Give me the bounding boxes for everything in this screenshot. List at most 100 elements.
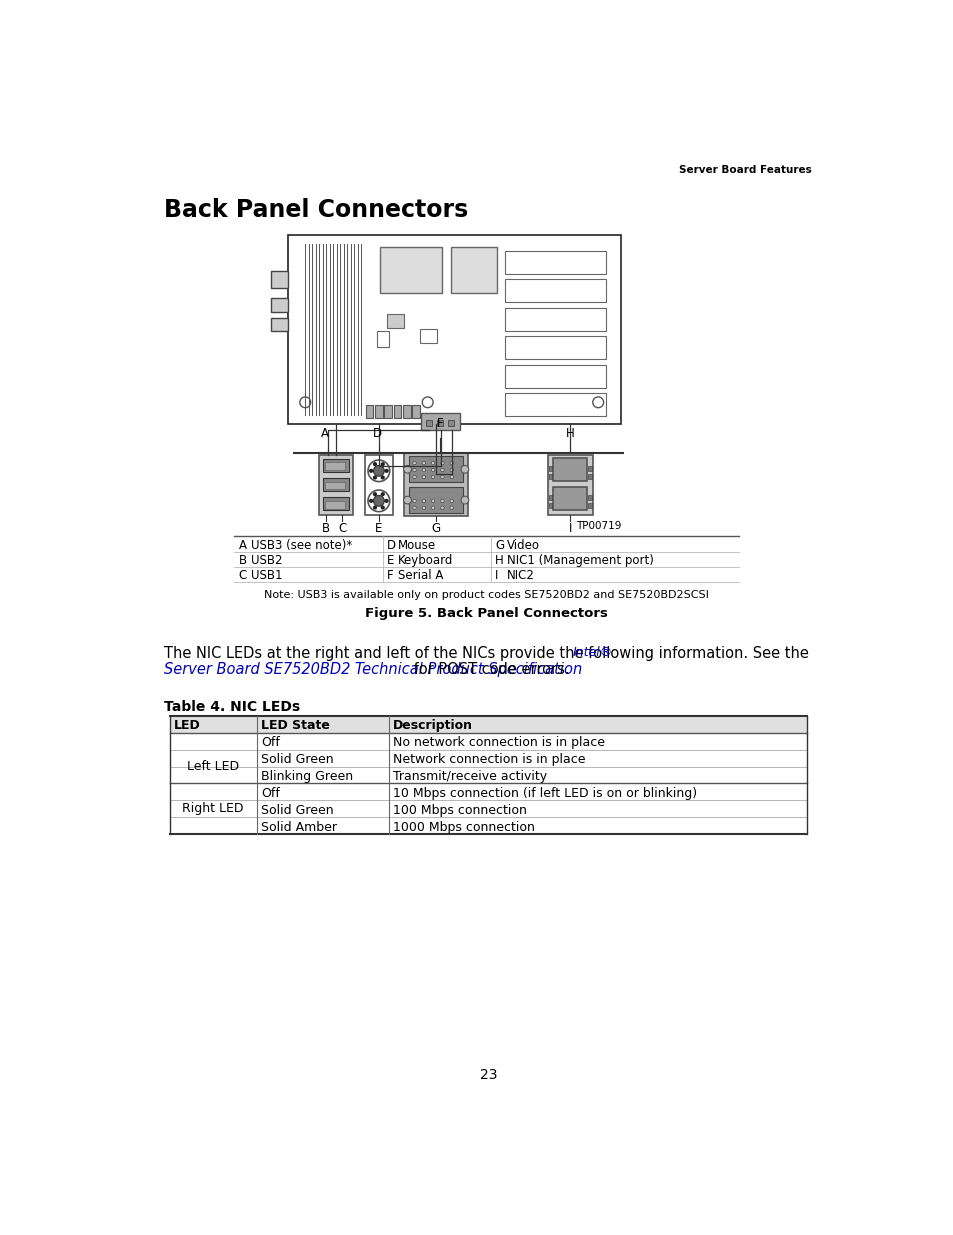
Circle shape (421, 475, 425, 479)
Text: Note: USB3 is available only on product codes SE7520BD2 and SE7520BD2SCSI: Note: USB3 is available only on product … (264, 590, 708, 600)
Bar (365, 454, 393, 515)
Circle shape (368, 461, 390, 482)
Circle shape (368, 490, 390, 511)
Text: Off: Off (261, 736, 279, 750)
Circle shape (440, 506, 444, 510)
Circle shape (374, 506, 376, 509)
Text: C: C (338, 522, 346, 536)
Circle shape (381, 506, 384, 509)
Text: D: D (386, 538, 395, 552)
Bar (587, 466, 592, 471)
Text: I: I (568, 522, 572, 536)
Bar (436, 420, 443, 426)
Text: G: G (495, 538, 504, 552)
Bar (377, 331, 389, 347)
Bar (323, 496, 349, 510)
Text: Transmit/receive activity: Transmit/receive activity (393, 771, 546, 783)
Bar (451, 247, 497, 293)
Text: Off: Off (261, 787, 279, 800)
Text: Blinking Green: Blinking Green (261, 771, 353, 783)
Text: Network connection is in place: Network connection is in place (393, 753, 585, 767)
Circle shape (385, 499, 388, 503)
Text: Right LED: Right LED (182, 803, 244, 815)
Text: E: E (375, 522, 382, 536)
Text: F: F (386, 569, 393, 583)
Text: D: D (373, 427, 381, 440)
Bar (379, 247, 441, 293)
Text: Serial A: Serial A (397, 569, 443, 583)
Text: LED: LED (173, 719, 200, 732)
Circle shape (440, 475, 444, 479)
Text: Solid Green: Solid Green (261, 753, 334, 767)
Text: Server Board Features: Server Board Features (678, 165, 810, 175)
Text: LED State: LED State (261, 719, 330, 732)
Text: Mouse: Mouse (397, 538, 436, 552)
Bar (319, 454, 353, 515)
Circle shape (450, 462, 453, 464)
Circle shape (450, 475, 453, 479)
Bar (409, 487, 463, 514)
Text: Left LED: Left LED (187, 760, 239, 773)
Text: No network connection is in place: No network connection is in place (393, 736, 604, 750)
Text: Back Panel Connectors: Back Panel Connectors (164, 199, 468, 222)
Circle shape (440, 499, 444, 503)
Circle shape (450, 499, 453, 503)
Bar (402, 405, 410, 417)
Bar (375, 405, 382, 417)
Bar (324, 462, 344, 471)
Bar (548, 495, 552, 500)
Circle shape (299, 396, 311, 408)
Circle shape (460, 466, 468, 473)
Circle shape (374, 463, 376, 466)
Circle shape (413, 506, 416, 510)
Bar (587, 503, 592, 508)
Bar (587, 495, 592, 500)
Circle shape (370, 499, 372, 503)
Bar (587, 474, 592, 478)
Circle shape (413, 468, 416, 472)
Text: 10 Mbps connection (if left LED is on or blinking): 10 Mbps connection (if left LED is on or… (393, 787, 697, 800)
Bar (553, 487, 587, 510)
Circle shape (431, 475, 435, 479)
Circle shape (460, 496, 468, 504)
Bar (271, 299, 288, 312)
Circle shape (421, 462, 425, 464)
Circle shape (403, 496, 411, 504)
Circle shape (431, 462, 435, 464)
Bar (548, 474, 552, 478)
Text: Table 4. NIC LEDs: Table 4. NIC LEDs (164, 700, 300, 714)
Circle shape (381, 477, 384, 479)
Bar (505, 364, 605, 388)
Text: Intel®: Intel® (572, 646, 612, 658)
Bar (404, 453, 468, 516)
Circle shape (421, 468, 425, 472)
Circle shape (385, 469, 388, 472)
Bar (505, 251, 605, 274)
Bar (387, 314, 404, 327)
Bar (384, 405, 392, 417)
Text: Keyboard: Keyboard (397, 555, 453, 567)
Circle shape (413, 475, 416, 479)
Text: E: E (386, 555, 394, 567)
Bar (324, 482, 344, 489)
Text: TP00719: TP00719 (576, 521, 620, 531)
Bar (548, 466, 552, 471)
Text: for POST code errors.: for POST code errors. (409, 662, 569, 677)
Bar (505, 393, 605, 416)
Text: G: G (431, 522, 440, 536)
Bar (505, 336, 605, 359)
Text: Solid Green: Solid Green (261, 804, 334, 818)
Circle shape (381, 493, 384, 495)
Bar (421, 412, 459, 430)
Circle shape (374, 477, 376, 479)
Circle shape (374, 493, 376, 495)
Text: 100 Mbps connection: 100 Mbps connection (393, 804, 526, 818)
Bar (547, 454, 592, 515)
Bar (505, 279, 605, 303)
Text: I: I (495, 569, 498, 583)
Text: Server Board SE7520BD2 Technical Product Specification: Server Board SE7520BD2 Technical Product… (164, 662, 582, 677)
Text: Description: Description (393, 719, 473, 732)
Circle shape (450, 506, 453, 510)
Circle shape (592, 396, 603, 408)
Circle shape (373, 495, 384, 506)
